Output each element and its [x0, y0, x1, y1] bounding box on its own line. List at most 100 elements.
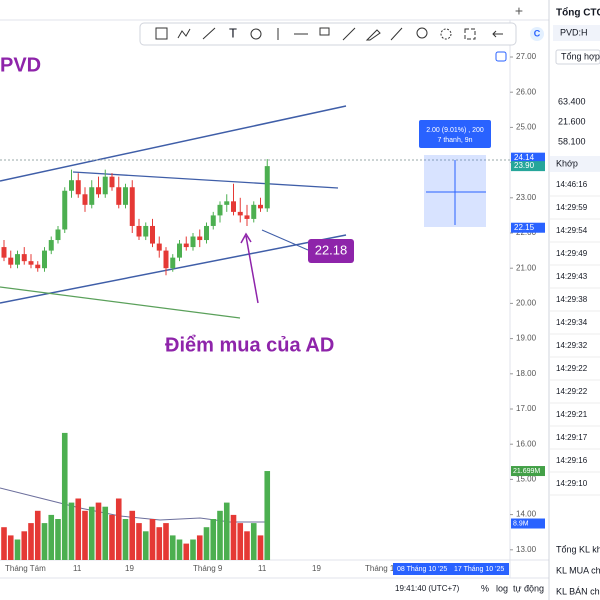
tool-settings[interactable] [440, 28, 452, 40]
trend-line-upper [0, 105, 347, 182]
tool-pen[interactable] [390, 27, 403, 41]
volume-bar [196, 535, 203, 560]
trade-time: 14:46:16 [556, 180, 588, 189]
volume-bar [190, 539, 196, 560]
price-marker-label: 23.90 [514, 161, 535, 170]
candle-body [217, 204, 223, 216]
candle-body [123, 187, 128, 205]
candle-body [150, 225, 155, 244]
candle-body [48, 240, 54, 251]
candle-body [82, 194, 88, 205]
panel-footer: KL MUA ch [556, 565, 600, 575]
scale-icon[interactable] [495, 51, 507, 62]
volume-bar [28, 523, 34, 560]
trade-time: 14:29:49 [556, 249, 588, 258]
time-label: 11 [258, 564, 267, 573]
tool-circle[interactable] [250, 28, 262, 40]
trade-time: 14:29:22 [556, 364, 588, 373]
candle-body [197, 236, 203, 241]
tool-brush[interactable] [365, 29, 381, 41]
sync-icon[interactable] [530, 27, 544, 41]
panel-symbol: PVD:H [560, 27, 588, 37]
trade-time: 14:29:16 [556, 456, 588, 465]
candle-body [210, 215, 216, 226]
volume-marker [511, 518, 545, 529]
candle-body [251, 204, 257, 219]
range-label: 08 Tháng 10 '25 [397, 566, 447, 573]
volume-bar [95, 502, 102, 560]
clock: 19:41:40 (UTC+7) [395, 584, 460, 593]
tool-text-icon[interactable]: T [229, 25, 237, 40]
candle-body [231, 201, 236, 212]
log-toggle[interactable]: log [496, 583, 508, 593]
drawing-toolbar: T [139, 22, 517, 46]
panel-stat: 63.400 [558, 96, 586, 106]
tool-zoom[interactable] [416, 27, 428, 39]
candle-body [204, 225, 209, 241]
price-marker [511, 152, 545, 163]
volume-bar [223, 502, 230, 560]
volume-bar [1, 527, 7, 560]
trade-time: 14:29:22 [556, 387, 588, 396]
percent-toggle[interactable]: % [481, 583, 489, 593]
volume-bar [237, 523, 244, 560]
symbol-field [553, 25, 600, 41]
volume-bar [230, 514, 237, 560]
tool-path[interactable] [177, 28, 191, 39]
candle-body [264, 166, 270, 209]
candle-body [156, 243, 162, 251]
tool-close[interactable] [492, 30, 503, 38]
match-header: Khớp [556, 158, 578, 168]
candle-body [244, 215, 250, 219]
volume-bar [55, 519, 61, 560]
tool-fullscreen[interactable] [464, 28, 476, 40]
volume-bar [257, 535, 264, 560]
candle-body [69, 180, 74, 191]
ma-line [0, 286, 241, 319]
volume-bar [48, 514, 55, 560]
candle-body [89, 187, 95, 205]
volume-bar [176, 539, 183, 560]
match-header-bg [550, 156, 600, 172]
panel-stat: 58.100 [558, 136, 586, 146]
tool-rect[interactable] [155, 27, 168, 40]
price-tick-label: 17.00 [516, 404, 537, 413]
price-tick-label: 15.00 [516, 475, 537, 484]
candle-body [183, 243, 189, 248]
volume-bar [88, 506, 95, 560]
volume-bar [102, 506, 109, 560]
price-tick-label: 18.00 [516, 369, 537, 378]
time-label: 19 [312, 564, 321, 573]
candle-body [55, 229, 61, 241]
volume-bar [244, 531, 250, 560]
candle-body [75, 180, 81, 195]
panel-footer: Tổng KL kh [556, 544, 600, 554]
add-button[interactable]: + [515, 3, 523, 19]
candle-body [129, 187, 135, 226]
price-marker [511, 161, 545, 172]
candle-body [109, 176, 115, 188]
price-marker-label: 22.15 [514, 223, 535, 232]
auto-toggle[interactable]: tự động [513, 583, 544, 593]
volume-marker-label: 21.699M [513, 468, 540, 475]
price-tick-label: 14.00 [516, 510, 537, 519]
candle-body [258, 204, 263, 209]
volume-bar [156, 527, 163, 560]
toolbar-frame [139, 22, 517, 46]
panel-stat: 21.600 [558, 116, 586, 126]
tool-ray[interactable] [202, 27, 216, 40]
annotation-arrow [245, 235, 259, 304]
tab-button[interactable] [555, 49, 600, 65]
volume-bar [210, 519, 217, 560]
tool-trend[interactable] [342, 27, 356, 41]
candle-body [28, 261, 34, 265]
price-tick-label: 21.00 [516, 263, 537, 272]
volume-bar [264, 471, 271, 560]
trade-time: 14:29:59 [556, 203, 588, 212]
tool-callout[interactable] [319, 27, 330, 36]
volume-bar [7, 535, 14, 560]
candle-body [15, 254, 20, 265]
panel-title: Tổng CTC [556, 7, 600, 19]
volume-bar [136, 523, 142, 560]
